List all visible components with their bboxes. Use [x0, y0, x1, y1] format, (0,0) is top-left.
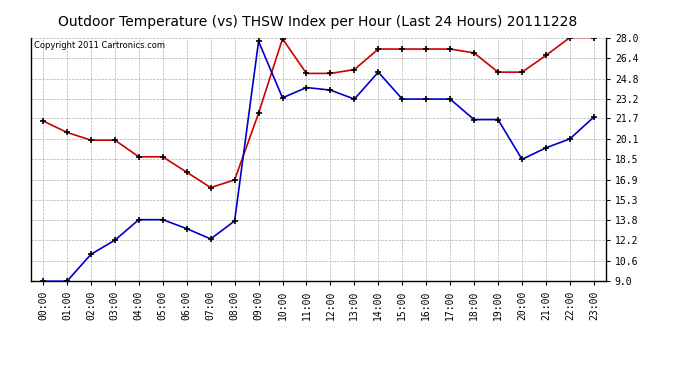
- Text: Copyright 2011 Cartronics.com: Copyright 2011 Cartronics.com: [34, 41, 165, 50]
- Text: Outdoor Temperature (vs) THSW Index per Hour (Last 24 Hours) 20111228: Outdoor Temperature (vs) THSW Index per …: [58, 15, 577, 29]
